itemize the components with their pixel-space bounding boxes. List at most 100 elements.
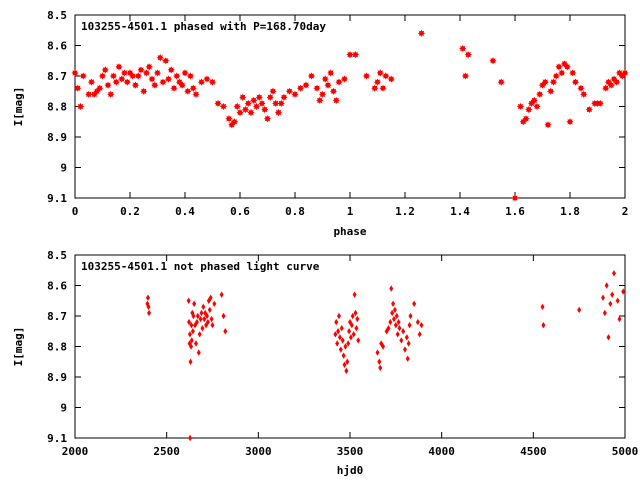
data-point xyxy=(274,109,283,117)
data-point xyxy=(327,69,335,77)
data-point xyxy=(247,109,255,117)
data-point xyxy=(353,309,358,317)
data-point xyxy=(612,270,616,277)
data-point xyxy=(615,297,620,304)
data-point xyxy=(344,367,349,375)
data-point xyxy=(214,99,222,108)
data-point xyxy=(123,78,131,86)
data-point xyxy=(621,69,629,77)
data-point xyxy=(87,78,96,86)
data-point xyxy=(571,78,580,86)
data-point xyxy=(186,72,195,80)
data-point xyxy=(239,93,247,101)
data-point xyxy=(221,312,226,320)
y-tick-label: 8.7 xyxy=(47,310,67,323)
data-point xyxy=(258,99,266,108)
data-point xyxy=(355,315,360,323)
data-point xyxy=(201,303,206,311)
data-point xyxy=(610,291,615,298)
x-tick-label: 2000 xyxy=(62,445,89,458)
data-point xyxy=(187,318,192,326)
data-point xyxy=(280,93,288,101)
data-point xyxy=(525,105,533,114)
panel-title: 103255-4501.1 not phased light curve xyxy=(81,260,320,273)
data-point xyxy=(321,75,329,83)
data-point xyxy=(194,318,199,326)
data-point xyxy=(346,340,351,347)
x-tick-label: 1.4 xyxy=(450,205,470,218)
data-point xyxy=(333,331,338,338)
data-point xyxy=(147,309,152,317)
y-axis-label: I[mag] xyxy=(12,327,25,367)
y-tick-label: 9.1 xyxy=(47,192,67,205)
data-point xyxy=(199,309,204,317)
axis-ticks: 0 0.2 0.4 0.6 0.8 1 1.2 1.4 1.6 1.8 2 8.5 8.6 8.7 8.8 8… xyxy=(47,9,628,218)
data-point xyxy=(375,349,380,356)
x-axis-label: phase xyxy=(333,225,366,238)
data-point xyxy=(389,285,394,292)
data-point xyxy=(291,90,299,98)
data-point xyxy=(101,66,109,74)
y-tick-label: 8.8 xyxy=(47,341,67,354)
data-points xyxy=(71,29,629,202)
data-point xyxy=(558,69,566,77)
data-point xyxy=(602,309,607,317)
y-tick-label: 8.9 xyxy=(47,371,67,384)
data-point xyxy=(96,84,104,92)
data-point xyxy=(511,194,519,202)
data-point xyxy=(336,328,341,335)
data-point xyxy=(197,331,202,338)
data-point xyxy=(74,84,82,92)
data-point xyxy=(547,87,555,95)
data-point xyxy=(129,72,137,80)
data-point xyxy=(516,102,525,111)
x-tick-label: 5000 xyxy=(612,445,639,458)
data-point xyxy=(533,102,541,111)
x-tick-label: 4500 xyxy=(520,445,547,458)
data-point xyxy=(302,81,310,89)
data-point xyxy=(339,325,344,332)
data-point xyxy=(577,306,582,314)
data-point xyxy=(617,315,622,323)
data-point xyxy=(145,63,153,71)
data-point xyxy=(329,87,338,95)
data-point xyxy=(343,343,348,350)
data-point xyxy=(181,69,189,77)
y-tick-label: 9.1 xyxy=(47,432,67,445)
data-point xyxy=(192,90,200,98)
data-point xyxy=(205,318,210,326)
data-point xyxy=(146,303,151,311)
x-tick-label: 0.2 xyxy=(120,205,140,218)
data-point xyxy=(195,312,200,320)
data-point xyxy=(415,318,420,326)
data-point xyxy=(563,63,571,71)
data-point xyxy=(142,69,151,77)
data-point xyxy=(334,318,339,326)
data-point xyxy=(137,66,145,74)
data-point xyxy=(178,81,186,89)
x-tick-label: 4000 xyxy=(428,445,455,458)
data-point xyxy=(189,337,194,344)
data-point xyxy=(354,325,359,332)
data-point xyxy=(71,69,79,77)
data-point xyxy=(198,315,203,323)
data-point xyxy=(112,78,120,86)
data-point xyxy=(188,358,193,365)
data-point xyxy=(350,312,355,320)
x-tick-label: 1 xyxy=(347,205,354,218)
data-point xyxy=(489,57,497,65)
data-point xyxy=(604,282,609,289)
y-tick-label: 9 xyxy=(60,162,67,175)
data-point xyxy=(170,84,178,92)
data-point xyxy=(391,300,396,307)
data-point xyxy=(397,325,402,332)
unphased-light-curve-panel: 2000 2500 3000 3500 4000 4500 5000 8.5 8.6 8.7 8.8… xyxy=(12,249,638,477)
data-point xyxy=(340,75,349,83)
data-point xyxy=(118,75,126,83)
phased-light-curve-panel: 0 0.2 0.4 0.6 0.8 1 1.2 1.4 1.6 1.8 2 8.5 8.6 8.7 8.8 8… xyxy=(12,9,629,238)
data-point xyxy=(596,99,604,108)
data-point xyxy=(607,81,615,89)
data-point xyxy=(209,315,214,323)
x-tick-label: 3500 xyxy=(337,445,364,458)
data-points xyxy=(145,270,626,442)
